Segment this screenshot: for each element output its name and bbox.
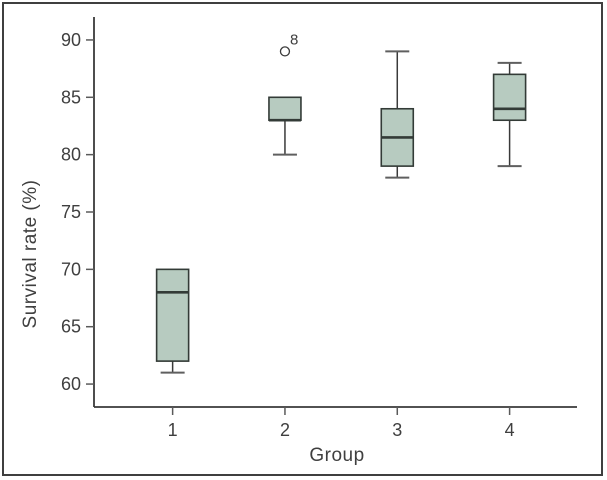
box-group-2 [268,96,302,122]
y-tick-label: 75 [61,202,81,222]
y-tick-label: 65 [61,317,81,337]
y-tick-label: 90 [61,30,81,50]
x-tick-label: 2 [280,420,290,440]
y-axis-title: Survival rate (%) [20,179,41,329]
y-tick-label: 85 [61,87,81,107]
x-tick-label: 1 [168,420,178,440]
x-tick-label: 3 [392,420,402,440]
y-tick-label: 80 [61,145,81,165]
box-group-4 [492,73,527,122]
boxplot-canvas: 60 65 70 75 80 85 90 1 2 3 4 8 [61,17,577,440]
x-axis-title: Group [309,445,365,466]
boxplot-figure: 60 65 70 75 80 85 90 1 2 3 4 8 Survival rate (%) Gr… [2,2,603,476]
outlier-label-group-2: 8 [290,31,298,48]
y-tick-label: 70 [61,259,81,279]
box-group-1 [155,268,190,362]
y-tick-label: 60 [61,374,81,394]
x-tick-label: 4 [505,420,515,440]
outlier-point-group-2 [279,46,291,57]
